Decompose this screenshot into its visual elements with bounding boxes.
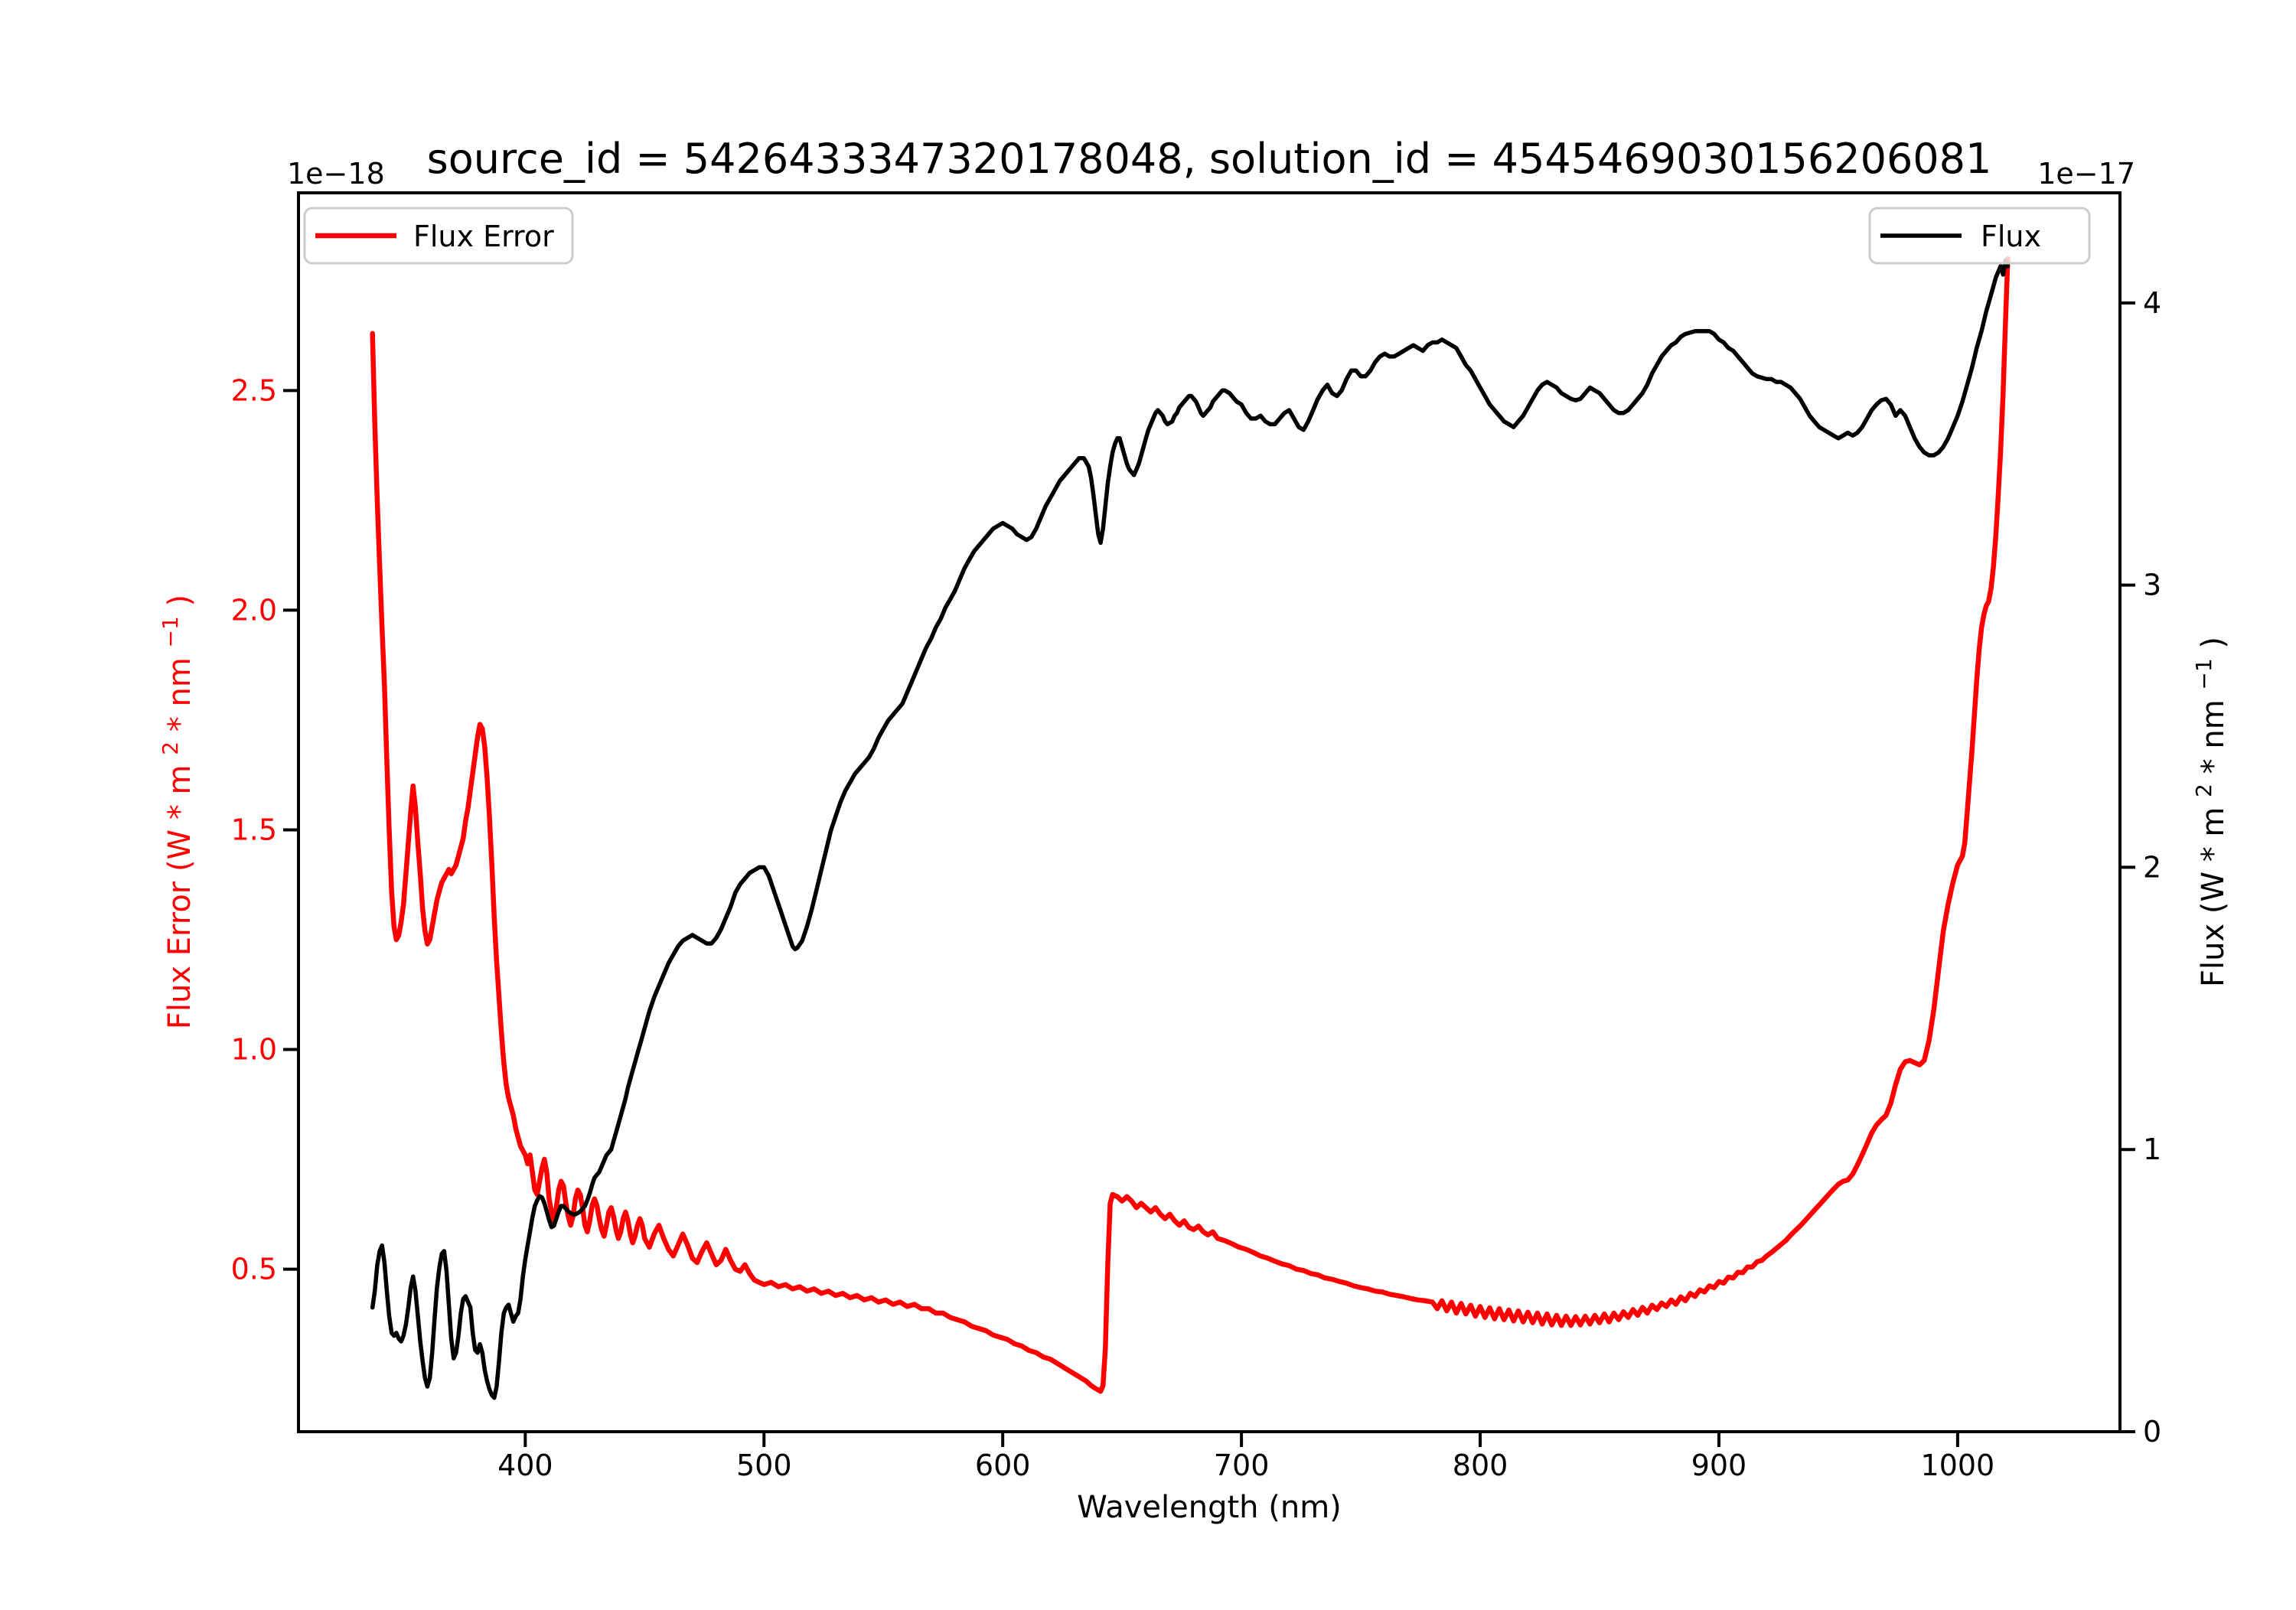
x-axis-ticks: 400 500 600 700 800 900 1000 — [497, 1432, 1994, 1482]
right-y-tick-label: 4 — [2143, 286, 2161, 320]
left-y-axis-label-supm1: −1 — [158, 616, 183, 647]
left-y-axis-label-mid: * nm — [162, 657, 197, 732]
x-tick-label: 400 — [497, 1449, 553, 1482]
x-tick-label: 500 — [736, 1449, 792, 1482]
right-y-axis-label-sup2: 2 — [2191, 784, 2216, 797]
left-y-tick-label: 1.0 — [231, 1033, 277, 1067]
right-y-axis-label: Flux (W * m 2 * nm −1 ) — [2183, 637, 2231, 987]
left-y-tick-label: 2.5 — [231, 373, 277, 407]
left-y-tick-label: 2.0 — [231, 593, 277, 627]
left-axis-offset-text: 1e−18 — [287, 157, 385, 191]
right-y-axis-label-pre: Flux (W * m — [2196, 807, 2231, 987]
right-y-tick-label: 2 — [2143, 850, 2161, 884]
legend-flux-label: Flux — [1981, 220, 2041, 253]
x-tick-label: 800 — [1453, 1449, 1508, 1482]
legend-flux: Flux — [1868, 207, 2091, 265]
x-tick-label: 1000 — [1921, 1449, 1995, 1482]
legend-flux-error-box — [303, 207, 574, 265]
right-y-tick-label: 0 — [2143, 1415, 2161, 1449]
curves-layer — [370, 256, 2011, 1400]
chart-title: source_id = 5426433347320178048, solutio… — [427, 135, 1992, 183]
x-tick-label: 600 — [975, 1449, 1031, 1482]
right-y-tick-label: 3 — [2143, 569, 2161, 602]
left-axis-ticks: 0.5 1.0 1.5 2.0 2.5 — [231, 373, 298, 1286]
right-y-axis-label-supm1: −1 — [2191, 658, 2216, 689]
right-axis-ticks: 0 1 2 3 4 — [2120, 286, 2161, 1449]
left-y-tick-label: 0.5 — [231, 1253, 277, 1286]
legend-flux-error: Flux Error — [303, 207, 574, 265]
left-y-axis-label-sup2: 2 — [158, 741, 183, 755]
left-y-tick-label: 1.5 — [231, 813, 277, 846]
left-y-axis-label-post: ) — [162, 595, 197, 607]
legend-flux-error-label: Flux Error — [413, 220, 554, 253]
x-tick-label: 900 — [1691, 1449, 1747, 1482]
legend-flux-box — [1868, 207, 2091, 265]
x-axis-label: Wavelength (nm) — [1077, 1490, 1342, 1525]
x-tick-label: 700 — [1214, 1449, 1270, 1482]
right-y-axis-label-mid: * nm — [2196, 699, 2231, 774]
flux-error-curve — [370, 256, 2011, 1394]
right-y-axis-label-post: ) — [2196, 637, 2231, 649]
right-y-tick-label: 1 — [2143, 1133, 2161, 1166]
flux-curve — [370, 258, 2011, 1400]
left-y-axis-label-pre: Flux Error (W * m — [162, 765, 197, 1030]
left-y-axis-label: Flux Error (W * m 2 * nm −1 ) — [150, 595, 197, 1029]
right-axis-offset-text: 1e−17 — [2037, 157, 2135, 191]
axes-frame — [297, 191, 2122, 1433]
